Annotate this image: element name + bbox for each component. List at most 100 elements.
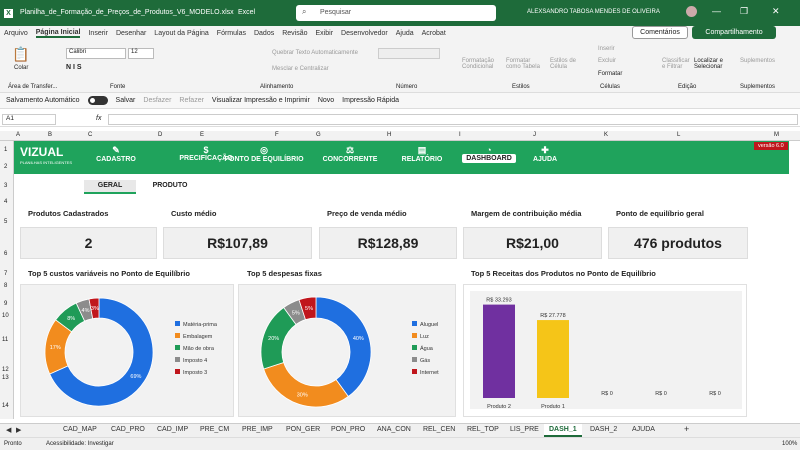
row-14[interactable]: 14	[2, 403, 9, 409]
col-J[interactable]: J	[533, 132, 536, 138]
menu-data[interactable]: Dados	[253, 29, 275, 37]
tab-produto[interactable]: PRODUTO	[152, 182, 188, 189]
quick-print-button[interactable]: Impressão Rápida	[342, 97, 399, 104]
menu-formulas[interactable]: Fórmulas	[216, 29, 246, 37]
menu-developer[interactable]: Desenvolvedor	[341, 29, 388, 37]
menu-draw[interactable]: Desenhar	[115, 29, 147, 37]
row-2[interactable]: 2	[4, 164, 8, 170]
col-H[interactable]: H	[387, 132, 392, 138]
nav-dashboard[interactable]: ◔ DASHBOARD	[462, 145, 516, 163]
format-cells-button[interactable]: Formatar	[598, 71, 623, 77]
avatar[interactable]	[686, 6, 697, 17]
wrap-text-button[interactable]: Quebrar Texto Automaticamente	[272, 50, 358, 56]
nav-cadastro[interactable]: ✎ CADASTRO	[94, 145, 138, 163]
row-5[interactable]: 5	[4, 219, 8, 225]
add-sheet-icon[interactable]: +	[684, 424, 690, 434]
save-button[interactable]: Salvar	[115, 97, 136, 104]
menu-page-layout[interactable]: Layout da Página	[154, 29, 209, 37]
nav-relatorio[interactable]: ▤ RELATÓRIO	[401, 145, 443, 163]
sheet-tab[interactable]: CAD_IMP	[157, 426, 189, 433]
tab-scroll-left-icon[interactable]: ◀	[6, 427, 12, 434]
col-K[interactable]: K	[604, 132, 609, 138]
row-7[interactable]: 7	[4, 271, 8, 277]
sheet-tab[interactable]: REL_CEN	[423, 426, 456, 433]
sheet-tab[interactable]: PRE_CM	[200, 426, 230, 433]
sheet-tab[interactable]: AJUDA	[632, 426, 655, 433]
restore-icon[interactable]: ❐	[740, 6, 749, 16]
sheet-tab[interactable]: REL_TOP	[467, 426, 499, 433]
find-select-button[interactable]: Localizar e Selecionar	[694, 58, 724, 70]
paste-label[interactable]: Colar	[14, 65, 29, 71]
sheet-tab[interactable]: ANA_CON	[377, 426, 411, 433]
accessibility-status[interactable]: Acessibilidade: Investigar	[46, 441, 114, 447]
number-format-select[interactable]	[378, 48, 440, 59]
sheet-tab[interactable]: DASH_2	[590, 426, 618, 433]
print-preview-button[interactable]: Visualizar Impressão e Imprimir	[211, 97, 310, 104]
row-11[interactable]: 11	[2, 337, 9, 343]
col-F[interactable]: F	[275, 132, 279, 138]
menu-help[interactable]: Ajuda	[395, 29, 414, 37]
sheet-tab-active[interactable]: DASH_1	[544, 424, 582, 437]
col-C[interactable]: C	[88, 132, 93, 138]
format-buttons[interactable]: N I S	[66, 64, 82, 71]
row-10[interactable]: 10	[2, 313, 9, 319]
insert-cells-button[interactable]: Inserir	[598, 46, 615, 52]
nav-concorrente[interactable]: ⚖ CONCORRENTE	[322, 145, 378, 163]
sheet-tab[interactable]: CAD_MAP	[63, 426, 97, 433]
autosave-toggle[interactable]	[87, 96, 108, 105]
row-8[interactable]: 8	[4, 283, 8, 289]
font-size-select[interactable]: 12	[128, 48, 154, 59]
menu-insert[interactable]: Inserir	[88, 29, 108, 37]
merge-center-button[interactable]: Mesclar e Centralizar	[272, 66, 329, 72]
row-3[interactable]: 3	[4, 183, 8, 189]
redo-button[interactable]: Refazer	[179, 97, 204, 104]
col-B[interactable]: B	[48, 132, 53, 138]
tab-scroll-right-icon[interactable]: ▶	[16, 427, 22, 434]
sheet-tab[interactable]: CAD_PRO	[111, 426, 145, 433]
col-A[interactable]: A	[16, 132, 21, 138]
zoom-level[interactable]: 100%	[782, 441, 798, 447]
nav-ajuda[interactable]: ✚ AJUDA	[530, 145, 560, 163]
menu-view[interactable]: Exibir	[315, 29, 334, 37]
sheet-tab[interactable]: PRE_IMP	[242, 426, 273, 433]
sheet-tab[interactable]: PON_PRO	[331, 426, 366, 433]
conditional-format-button[interactable]: Formatação Condicional	[462, 58, 495, 70]
row-13[interactable]: 13	[2, 375, 9, 381]
name-box[interactable]: A1	[2, 114, 56, 125]
formula-input[interactable]	[108, 114, 798, 125]
col-L[interactable]: L	[677, 132, 681, 138]
row-4[interactable]: 4	[4, 199, 8, 205]
col-D[interactable]: D	[158, 132, 163, 138]
col-I[interactable]: I	[459, 132, 461, 138]
minimize-icon[interactable]: —	[712, 6, 721, 16]
menu-file[interactable]: Arquivo	[4, 29, 28, 37]
menu-acrobat[interactable]: Acrobat	[421, 29, 446, 37]
menu-review[interactable]: Revisão	[282, 29, 308, 37]
close-icon[interactable]: ✕	[772, 6, 780, 16]
row-9[interactable]: 9	[4, 301, 8, 307]
sheet-tab[interactable]: LIS_PRE	[510, 426, 539, 433]
sort-filter-button[interactable]: Classificar e Filtrar	[662, 58, 690, 70]
col-E[interactable]: E	[200, 132, 205, 138]
menu-home[interactable]: Página Inicial	[35, 28, 81, 38]
sheet-tab[interactable]: PON_GER	[286, 426, 321, 433]
search-box[interactable]: ⌕ Pesquisar	[296, 5, 496, 21]
fx-icon[interactable]: fx	[96, 115, 102, 122]
comments-button[interactable]: Comentários	[632, 26, 688, 39]
tab-geral[interactable]: GERAL	[84, 180, 136, 194]
cell-styles-button[interactable]: Estilos de Célula	[550, 58, 577, 70]
undo-button[interactable]: Desfazer	[143, 97, 172, 104]
addins-button[interactable]: Suplementos	[740, 58, 776, 64]
row-12[interactable]: 12	[2, 367, 9, 373]
delete-cells-button[interactable]: Excluir	[598, 58, 617, 64]
share-button[interactable]: Compartilhamento	[692, 26, 776, 39]
format-table-button[interactable]: Formatar como Tabela	[506, 58, 540, 70]
row-6[interactable]: 6	[4, 251, 8, 257]
font-name-select[interactable]: Calibri	[66, 48, 126, 59]
col-M[interactable]: M	[774, 132, 779, 138]
nav-ponto-equilibrio[interactable]: ◎ PONTO DE EQUILÍBRIO	[224, 145, 304, 163]
nav-precificacao[interactable]: $ PRECIFICAÇÃO	[179, 145, 233, 162]
paste-icon[interactable]: 📋	[12, 46, 30, 62]
col-G[interactable]: G	[316, 132, 321, 138]
new-button[interactable]: Novo	[317, 97, 335, 104]
